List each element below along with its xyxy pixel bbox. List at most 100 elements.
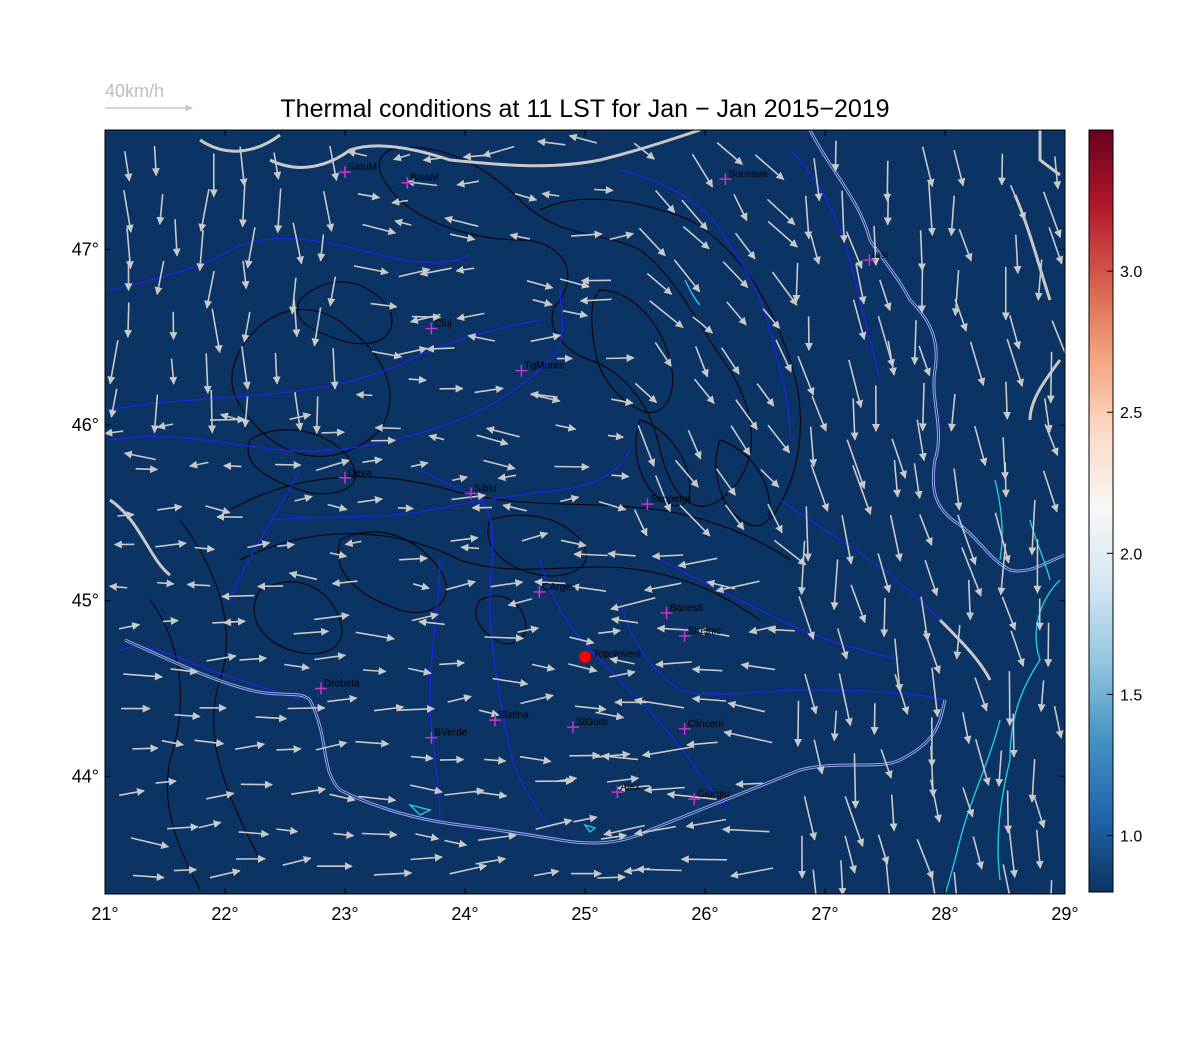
city-label: Giurgiu bbox=[697, 789, 729, 800]
site-dot bbox=[579, 650, 591, 663]
wind-arrow bbox=[889, 514, 903, 562]
wind-arrow bbox=[730, 867, 774, 879]
wind-arrow bbox=[223, 461, 242, 470]
city-label: TgMures bbox=[524, 361, 563, 372]
wind-arrow bbox=[1009, 315, 1021, 350]
wind-arrow bbox=[117, 511, 135, 520]
wind-arrow bbox=[157, 503, 183, 512]
wind-arrow bbox=[275, 460, 302, 469]
wind-arrow bbox=[887, 340, 897, 376]
wind-arrow bbox=[532, 298, 553, 307]
wind-arrow bbox=[170, 667, 198, 676]
wind-arrow bbox=[1042, 191, 1062, 239]
wind-arrow bbox=[767, 220, 798, 248]
wind-arrow bbox=[474, 385, 504, 394]
wind-arrow bbox=[559, 278, 590, 289]
wind-arrow bbox=[412, 612, 439, 622]
wind-arrow bbox=[1034, 259, 1043, 301]
wind-arrow bbox=[716, 141, 744, 166]
wind-arrow bbox=[274, 188, 283, 234]
wind-arrow bbox=[174, 712, 201, 721]
wind-arrow bbox=[797, 540, 806, 596]
wind-arrow bbox=[686, 740, 718, 749]
wind-arrow bbox=[1010, 630, 1025, 667]
site-label: Topoloveni bbox=[593, 649, 641, 660]
wind-arrow bbox=[851, 753, 860, 809]
wind-arrow bbox=[155, 539, 187, 548]
wind-arrow bbox=[132, 873, 165, 882]
wind-arrow bbox=[948, 393, 956, 432]
city-label: BaiaM bbox=[410, 173, 438, 184]
city-label: Clinceni bbox=[688, 719, 724, 730]
wind-arrow bbox=[497, 473, 517, 482]
wind-arrow bbox=[108, 582, 128, 591]
wind-arrow bbox=[331, 578, 358, 587]
wind-arrow bbox=[813, 739, 825, 775]
city-cross-icon bbox=[660, 606, 673, 619]
wind-arrow bbox=[735, 399, 758, 431]
wind-arrow bbox=[154, 260, 165, 296]
wind-arrow bbox=[811, 395, 828, 432]
wind-arrow bbox=[123, 189, 134, 233]
wind-arrow bbox=[241, 260, 250, 290]
wind-arrow bbox=[609, 656, 635, 665]
wind-arrow bbox=[124, 302, 133, 338]
wind-arrow bbox=[1037, 680, 1046, 713]
wind-arrow bbox=[571, 583, 607, 592]
wind-arrow bbox=[715, 468, 736, 496]
wind-arrow bbox=[411, 313, 442, 322]
wind-arrow bbox=[931, 667, 941, 718]
wind-arrow bbox=[594, 186, 614, 195]
wind-arrow bbox=[208, 389, 217, 434]
wind-arrow bbox=[1044, 398, 1053, 434]
wind-arrow bbox=[439, 659, 465, 668]
wind-arrow bbox=[289, 412, 312, 421]
wind-arrow bbox=[641, 746, 692, 759]
wind-arrow bbox=[322, 190, 335, 232]
wind-arrow bbox=[155, 777, 177, 786]
wind-arrow bbox=[797, 356, 815, 396]
wind-arrow bbox=[877, 834, 890, 865]
wind-arrow bbox=[830, 710, 839, 742]
wind-arrow bbox=[329, 550, 348, 559]
wind-arrow bbox=[917, 265, 926, 314]
city-label: SatuM bbox=[348, 162, 377, 173]
wind-arrow bbox=[841, 514, 854, 565]
wind-arrow bbox=[371, 350, 403, 360]
city-label: Strejnic bbox=[688, 626, 721, 637]
y-tick-label: 47° bbox=[72, 239, 99, 259]
wind-arrow bbox=[855, 263, 867, 305]
wind-arrow bbox=[173, 865, 198, 874]
x-tick-label: 25° bbox=[571, 904, 598, 924]
city-sanpetru: Sanpetru bbox=[641, 494, 691, 511]
wind-arrow bbox=[327, 276, 337, 307]
wind-arrow bbox=[355, 739, 390, 748]
city-bverde: BVerde bbox=[425, 728, 468, 744]
wind-arrow bbox=[287, 703, 326, 712]
wind-arrow bbox=[994, 512, 1011, 564]
wind-arrow bbox=[410, 460, 429, 469]
wind-arrow bbox=[1001, 596, 1017, 631]
wind-arrow bbox=[1053, 156, 1062, 190]
wind-arrow bbox=[393, 153, 411, 162]
wind-arrow bbox=[637, 424, 656, 468]
colorbar-gradient bbox=[1088, 129, 1114, 893]
wind-arrow bbox=[288, 570, 318, 581]
x-tick-label: 27° bbox=[811, 904, 838, 924]
wind-arrow bbox=[568, 663, 598, 674]
wind-arrow bbox=[370, 301, 398, 310]
wind-arrow bbox=[735, 780, 763, 789]
wind-arrow bbox=[809, 426, 818, 468]
wind-arrow bbox=[444, 787, 485, 796]
wind-arrow bbox=[124, 151, 133, 182]
wind-arrow bbox=[484, 756, 507, 765]
wind-arrow bbox=[880, 597, 889, 638]
wind-arrow bbox=[412, 582, 430, 591]
wind-arrow bbox=[1044, 424, 1059, 457]
wind-arrow bbox=[831, 140, 840, 173]
wind-arrow bbox=[885, 861, 891, 894]
wind-arrow bbox=[206, 790, 235, 800]
wind-arrow bbox=[123, 672, 163, 681]
city-label: Banesti bbox=[670, 603, 703, 614]
city-banesti: Banesti bbox=[660, 603, 703, 619]
